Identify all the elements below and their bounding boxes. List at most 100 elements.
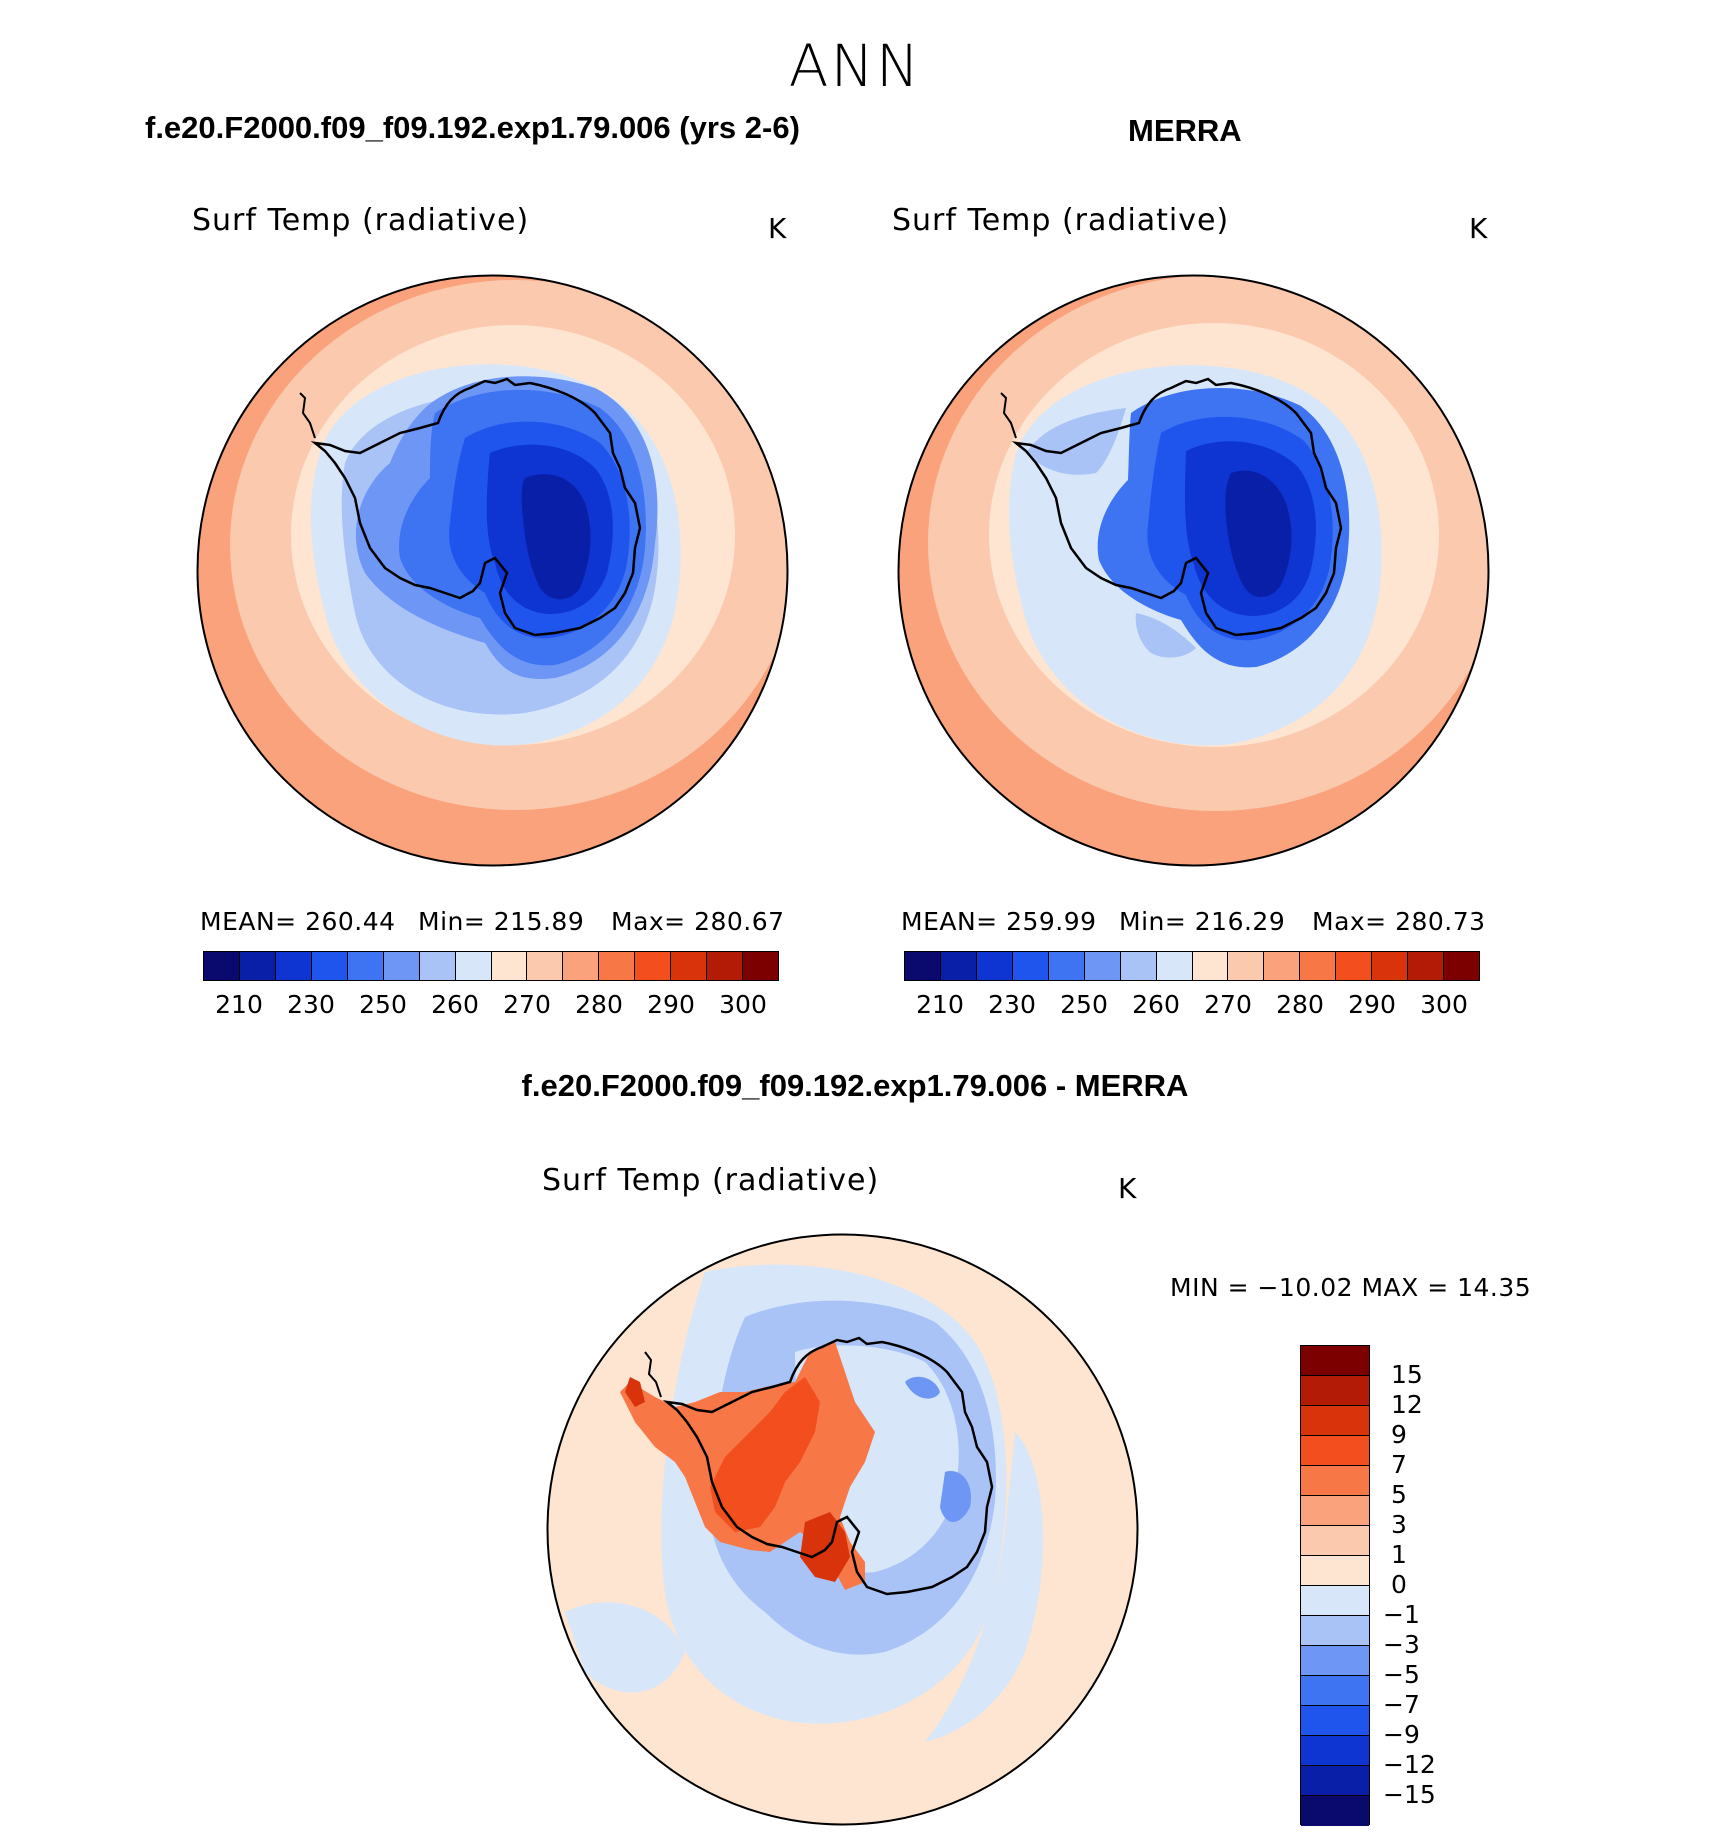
panel1-polar-map [196, 274, 789, 867]
colorbar-swatch [1372, 952, 1409, 980]
difference-colorbar-swatch [1301, 1796, 1369, 1826]
difference-colorbar-tick-label: −9 [1383, 1720, 1420, 1749]
panel3-difference-map [546, 1233, 1139, 1826]
difference-colorbar-swatch [1301, 1616, 1369, 1646]
panel1-mean-value: MEAN= 260.44 [200, 907, 396, 936]
difference-colorbar-tick-label: −5 [1383, 1660, 1420, 1689]
difference-colorbar-tick-label: −12 [1383, 1750, 1436, 1779]
difference-colorbar-tick-label: −15 [1383, 1780, 1436, 1809]
colorbar-tick-label: 300 [1420, 990, 1468, 1019]
colorbar-swatch [599, 952, 636, 980]
difference-colorbar [1300, 1345, 1370, 1826]
difference-colorbar-swatch [1301, 1736, 1369, 1766]
panel2-units-label: K [1469, 212, 1488, 245]
colorbar-swatch [455, 952, 492, 980]
difference-colorbar-tick-label: 7 [1391, 1450, 1407, 1479]
panel2-min-value: Min= 216.29 [1119, 907, 1286, 936]
panel1-units-label: K [768, 212, 787, 245]
difference-colorbar-tick-label: −7 [1383, 1690, 1420, 1719]
colorbar-tick-label: 280 [575, 990, 623, 1019]
difference-colorbar-tick-label: −1 [1383, 1600, 1420, 1629]
panel2-case-title: MERRA [1128, 113, 1242, 148]
difference-colorbar-swatch [1301, 1526, 1369, 1556]
panel2-variable-label: Surf Temp (radiative) [892, 203, 1230, 238]
season-title: ANN [788, 32, 922, 100]
colorbar-swatch [1084, 952, 1121, 980]
colorbar-tick-label: 210 [215, 990, 263, 1019]
colorbar-swatch [905, 952, 941, 980]
colorbar-swatch [419, 952, 456, 980]
colorbar-swatch [1336, 952, 1373, 980]
difference-colorbar-swatch [1301, 1496, 1369, 1526]
colorbar-swatch [743, 952, 778, 980]
difference-colorbar-swatch [1301, 1766, 1369, 1796]
colorbar-swatch [635, 952, 672, 980]
difference-colorbar-tick-label: 9 [1391, 1420, 1407, 1449]
colorbar-tick-label: 290 [1348, 990, 1396, 1019]
panel3-variable-label: Surf Temp (radiative) [542, 1163, 880, 1198]
difference-colorbar-tick-label: 0 [1391, 1570, 1407, 1599]
colorbar-tick-label: 250 [1060, 990, 1108, 1019]
panel1-colorbar [203, 951, 779, 981]
panel1-case-title: f.e20.F2000.f09_f09.192.exp1.79.006 (yrs… [145, 110, 800, 145]
difference-colorbar-swatch [1301, 1586, 1369, 1616]
colorbar-swatch [563, 952, 600, 980]
colorbar-tick-label: 270 [503, 990, 551, 1019]
difference-colorbar-swatch [1301, 1346, 1369, 1376]
colorbar-tick-label: 300 [719, 990, 767, 1019]
difference-colorbar-tick-label: 15 [1391, 1360, 1423, 1389]
panel2-colorbar [904, 951, 1480, 981]
colorbar-tick-label: 280 [1276, 990, 1324, 1019]
colorbar-swatch [1192, 952, 1229, 980]
difference-colorbar-swatch [1301, 1646, 1369, 1676]
colorbar-swatch [1228, 952, 1265, 980]
colorbar-tick-label: 290 [647, 990, 695, 1019]
panel2-polar-map [897, 274, 1490, 867]
colorbar-swatch [491, 952, 528, 980]
colorbar-swatch [1048, 952, 1085, 980]
difference-colorbar-tick-label: −3 [1383, 1630, 1420, 1659]
colorbar-swatch [204, 952, 240, 980]
colorbar-tick-label: 260 [431, 990, 479, 1019]
panel3-case-title: f.e20.F2000.f09_f09.192.exp1.79.006 - ME… [521, 1068, 1189, 1103]
panel1-variable-label: Surf Temp (radiative) [192, 203, 530, 238]
colorbar-tick-label: 250 [359, 990, 407, 1019]
colorbar-tick-label: 260 [1132, 990, 1180, 1019]
colorbar-swatch [976, 952, 1013, 980]
difference-colorbar-swatch [1301, 1466, 1369, 1496]
colorbar-tick-label: 230 [287, 990, 335, 1019]
difference-colorbar-swatch [1301, 1436, 1369, 1466]
difference-colorbar-tick-label: 1 [1391, 1540, 1407, 1569]
colorbar-swatch [1300, 952, 1337, 980]
panel2-mean-value: MEAN= 259.99 [901, 907, 1097, 936]
panel3-units-label: K [1118, 1172, 1137, 1205]
colorbar-swatch [239, 952, 276, 980]
panel3-minmax-label: MIN = −10.02 MAX = 14.35 [1170, 1273, 1532, 1302]
difference-colorbar-tick-label: 5 [1391, 1480, 1407, 1509]
colorbar-swatch [275, 952, 312, 980]
colorbar-swatch [1012, 952, 1049, 980]
panel1-min-value: Min= 215.89 [418, 907, 585, 936]
difference-colorbar-swatch [1301, 1676, 1369, 1706]
colorbar-swatch [671, 952, 708, 980]
colorbar-swatch [1156, 952, 1193, 980]
colorbar-swatch [1408, 952, 1445, 980]
colorbar-tick-label: 210 [916, 990, 964, 1019]
difference-colorbar-swatch [1301, 1376, 1369, 1406]
colorbar-swatch [1264, 952, 1301, 980]
colorbar-swatch [383, 952, 420, 980]
panel2-max-value: Max= 280.73 [1312, 907, 1486, 936]
panel1-max-value: Max= 280.67 [611, 907, 785, 936]
colorbar-swatch [707, 952, 744, 980]
colorbar-swatch [311, 952, 348, 980]
colorbar-swatch [1444, 952, 1479, 980]
colorbar-swatch [527, 952, 564, 980]
difference-colorbar-swatch [1301, 1406, 1369, 1436]
colorbar-swatch [940, 952, 977, 980]
colorbar-tick-label: 270 [1204, 990, 1252, 1019]
difference-colorbar-tick-label: 3 [1391, 1510, 1407, 1539]
difference-colorbar-ticks: 15 12 9 7 5 3 1 0 −1 −3 −5 −7 −9 −12 −15 [1383, 1345, 1463, 1825]
difference-colorbar-tick-label: 12 [1391, 1390, 1423, 1419]
difference-colorbar-swatch [1301, 1706, 1369, 1736]
colorbar-tick-label: 230 [988, 990, 1036, 1019]
